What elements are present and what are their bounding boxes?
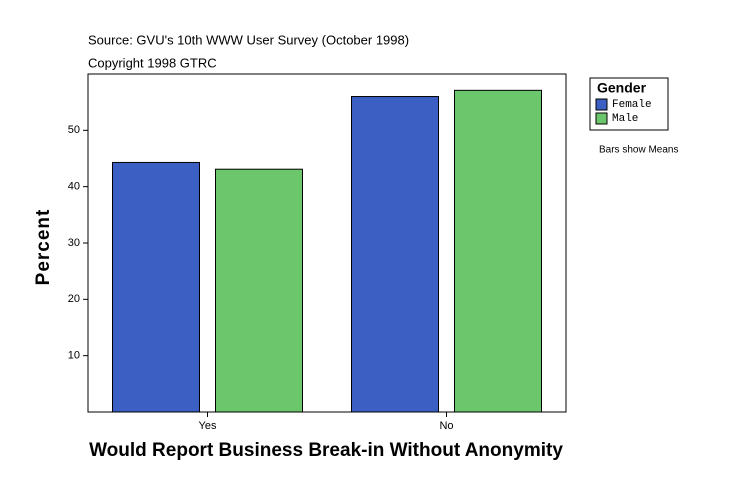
bar — [454, 89, 542, 413]
copyright: Copyright 1998 GTRC — [88, 55, 217, 70]
bar — [112, 161, 200, 413]
y-axis-title: Percent — [33, 209, 54, 286]
annotation: Bars show Means — [599, 145, 678, 156]
x-axis-title: Would Report Business Break-in Without A… — [89, 440, 563, 461]
y-tick-label: 10 — [68, 350, 80, 362]
legend-label: Male — [612, 113, 638, 125]
legend-label: Female — [612, 99, 652, 111]
legend-swatch — [595, 98, 608, 111]
legend-title: Gender — [597, 80, 647, 96]
subtitle: Source: GVU's 10th WWW User Survey (Octo… — [88, 32, 409, 47]
bar — [351, 96, 439, 413]
legend-swatch — [595, 112, 608, 125]
y-tick-label: 40 — [68, 181, 80, 193]
bar — [215, 168, 303, 413]
y-tick-label: 50 — [68, 124, 80, 136]
y-tick-label: 20 — [68, 293, 80, 305]
x-tick-label: Yes — [199, 420, 217, 432]
y-tick-label: 30 — [68, 237, 80, 249]
x-tick-label: No — [439, 420, 453, 432]
